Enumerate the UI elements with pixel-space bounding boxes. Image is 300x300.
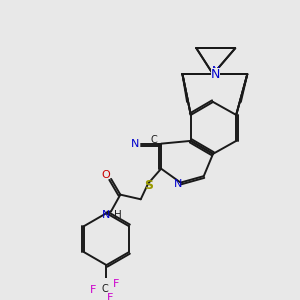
Text: O: O (101, 170, 110, 180)
Text: N: N (212, 66, 220, 76)
Text: F: F (90, 285, 97, 295)
Text: N: N (174, 179, 182, 189)
Text: C: C (150, 135, 157, 145)
Text: S: S (144, 179, 153, 192)
Text: H: H (114, 210, 122, 220)
Text: F: F (107, 293, 113, 300)
Text: N: N (131, 139, 140, 149)
Text: N: N (211, 68, 220, 81)
Text: F: F (112, 279, 119, 289)
Text: C: C (101, 284, 108, 294)
Text: N: N (102, 210, 111, 220)
